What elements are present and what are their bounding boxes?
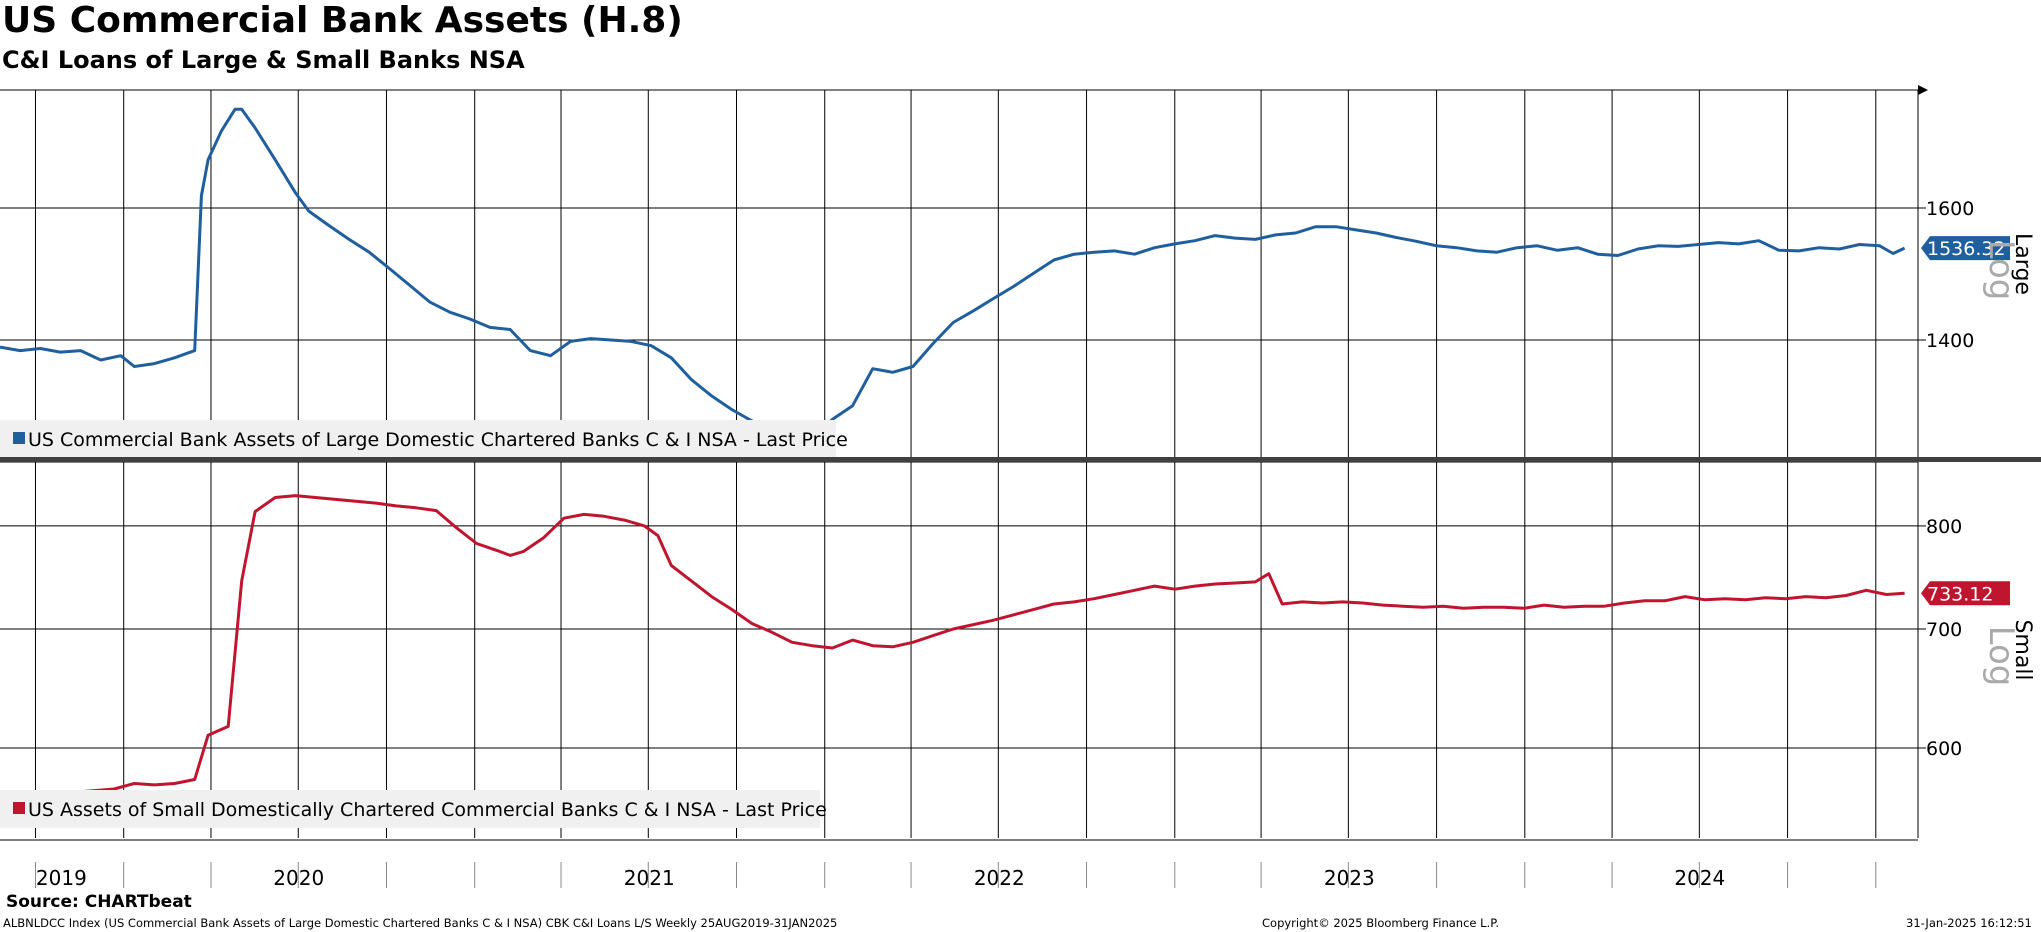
legend-box	[0, 790, 820, 828]
log-scale-label: Log	[1981, 240, 2021, 301]
x-year-label: 2023	[1324, 866, 1375, 890]
x-year-label: 2022	[974, 866, 1025, 890]
legend-label: US Commercial Bank Assets of Large Domes…	[28, 429, 848, 451]
log-scale-label: Log	[1981, 626, 2021, 687]
series-line-large	[0, 107, 1906, 440]
chart-title: US Commercial Bank Assets (H.8)	[2, 0, 683, 41]
y-tick-label: 1600	[1926, 198, 1974, 220]
axis-side-label: Large	[2010, 233, 2035, 295]
x-year-label: 2019	[36, 866, 87, 890]
legend-swatch	[13, 432, 25, 444]
y-tick-label: 700	[1926, 619, 1962, 641]
source-label: Source: CHARTbeat	[6, 892, 192, 912]
x-year-label: 2020	[273, 866, 324, 890]
panel-divider	[0, 457, 2041, 462]
series-line-small	[0, 494, 1905, 800]
last-value-tag	[1921, 236, 2010, 261]
legend-box	[0, 420, 836, 458]
x-year-label: 2024	[1674, 866, 1725, 890]
last-value-label: 1536.32	[1927, 238, 2006, 260]
copyright: Copyright© 2025 Bloomberg Finance L.P.	[1262, 916, 1499, 930]
legend-swatch	[13, 802, 25, 814]
last-value-tag	[1921, 581, 2010, 606]
x-year-label: 2021	[624, 866, 675, 890]
timestamp: 31-Jan-2025 16:12:51	[1906, 916, 2032, 930]
axis-arrow	[1918, 85, 1928, 95]
chart-subtitle: C&I Loans of Large & Small Banks NSA	[2, 46, 525, 74]
y-tick-label: 1400	[1926, 330, 1974, 352]
last-value-label: 733.12	[1927, 583, 1993, 605]
axis-side-label: Small	[2010, 619, 2035, 680]
legend-label: US Assets of Small Domestically Chartere…	[28, 799, 827, 821]
y-tick-label: 800	[1926, 516, 1962, 538]
ticker-info: ALBNLDCC Index (US Commercial Bank Asset…	[3, 916, 838, 930]
y-tick-label: 600	[1926, 738, 1962, 760]
